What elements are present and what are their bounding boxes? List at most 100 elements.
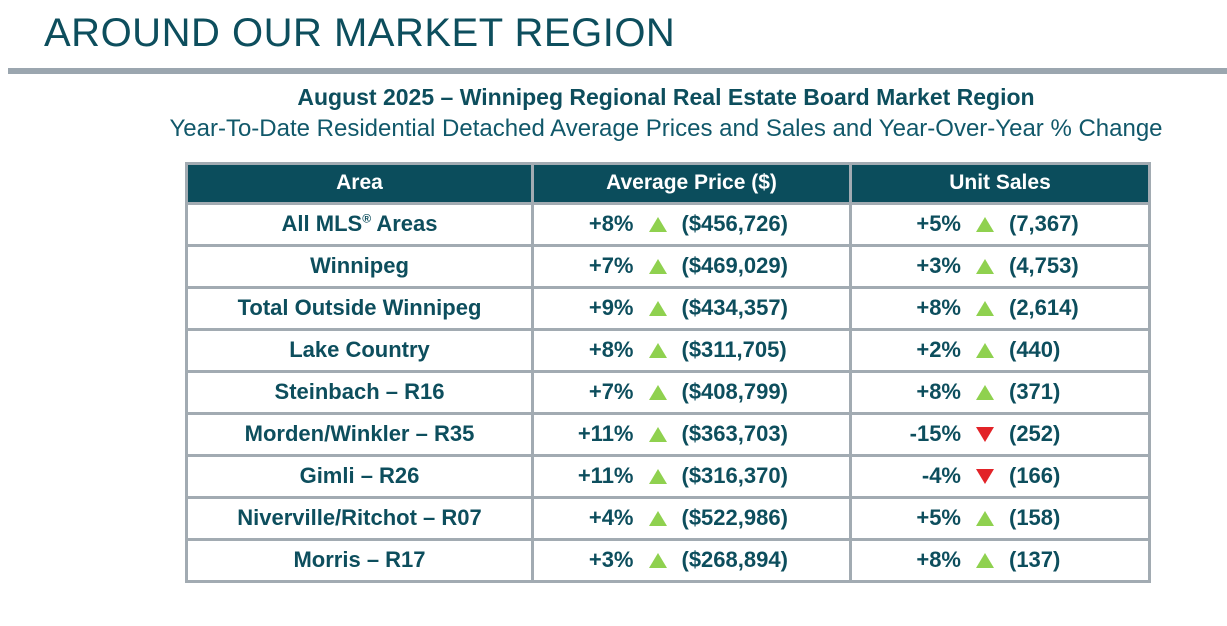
price-value: ($311,705) [681,337,787,363]
up-triangle-icon [976,216,994,232]
up-triangle-icon [648,552,667,568]
price-value: ($408,799) [681,379,788,405]
price-cell: +9% ($434,357) [531,285,852,331]
table-row: Morris – R17 +3% ($268,894) +8% (137) [185,537,1151,583]
col-header-unit-sales: Unit Sales [849,161,1151,205]
table-row: All MLS® Areas +8% ($456,726) +5% (7,367) [185,201,1151,247]
sales-change-pct: -15% [909,421,961,447]
price-metric: +3% ($268,894) [534,547,849,573]
sales-value: (7,367) [1009,211,1079,237]
sales-value: (158) [1009,505,1061,531]
price-metric: +11% ($316,370) [534,463,849,489]
up-triangle-icon [648,300,667,316]
price-metric: +11% ($363,703) [534,421,849,447]
sales-change-pct: +3% [916,253,961,279]
sales-cell: +5% (158) [849,495,1151,541]
sales-metric: +8% (137) [852,547,1148,573]
area-cell: Lake Country [185,327,534,373]
up-triangle-icon [976,258,994,274]
title-divider [8,68,1227,74]
price-metric: +9% ($434,357) [534,295,849,321]
sales-cell: +8% (137) [849,537,1151,583]
up-triangle-icon [976,510,994,526]
price-metric: +7% ($469,029) [534,253,849,279]
price-change-pct: +8% [588,211,634,237]
area-cell: All MLS® Areas [185,201,534,247]
area-cell: Winnipeg [185,243,534,289]
down-triangle-icon [976,468,994,484]
table-row: Total Outside Winnipeg +9% ($434,357) +8% (2… [185,285,1151,331]
sales-metric: +8% (371) [852,379,1148,405]
table-title: August 2025 – Winnipeg Regional Real Est… [297,84,1035,110]
up-triangle-icon [648,468,667,484]
price-cell: +7% ($469,029) [531,243,852,289]
up-triangle-icon [648,510,667,526]
price-change-pct: +3% [588,547,634,573]
sales-change-pct: +2% [916,337,961,363]
price-change-pct: +7% [588,379,634,405]
sales-change-pct: -4% [921,463,961,489]
price-metric: +8% ($456,726) [534,211,849,237]
area-cell: Gimli – R26 [185,453,534,499]
price-metric: +8% ($311,705) [534,337,849,363]
price-change-pct: +4% [588,505,634,531]
price-cell: +4% ($522,986) [531,495,852,541]
sales-change-pct: +8% [916,295,961,321]
price-cell: +8% ($456,726) [531,201,852,247]
sales-value: (166) [1009,463,1061,489]
sales-metric: +5% (7,367) [852,211,1148,237]
price-value: ($522,986) [681,505,788,531]
sales-change-pct: +5% [916,211,961,237]
area-cell: Niverville/Ritchot – R07 [185,495,534,541]
table-row: Niverville/Ritchot – R07 +4% ($522,986) +5%… [185,495,1151,541]
sales-value: (2,614) [1009,295,1079,321]
table-row: Steinbach – R16 +7% ($408,799) +8% (371) [185,369,1151,415]
price-cell: +7% ($408,799) [531,369,852,415]
sales-value: (440) [1009,337,1061,363]
sales-metric: +2% (440) [852,337,1148,363]
up-triangle-icon [648,258,667,274]
price-change-pct: +11% [577,421,634,447]
up-triangle-icon [648,426,667,442]
up-triangle-icon [648,342,667,358]
page-title: AROUND OUR MARKET REGION [44,11,676,55]
price-value: ($268,894) [681,547,788,573]
price-cell: +11% ($316,370) [531,453,852,499]
up-triangle-icon [976,384,994,400]
price-change-pct: +11% [577,463,634,489]
table-subtitle: Year-To-Date Residential Detached Averag… [169,114,1163,142]
market-region-table: Area Average Price ($) Unit Sales All ML… [185,161,1151,583]
table-row: Winnipeg +7% ($469,029) +3% (4,753) [185,243,1151,289]
table-body: All MLS® Areas +8% ($456,726) +5% (7,367) Win… [185,201,1151,583]
sales-cell: -15% (252) [849,411,1151,457]
sales-change-pct: +8% [916,379,961,405]
sales-change-pct: +5% [916,505,961,531]
sales-cell: -4% (166) [849,453,1151,499]
sales-metric: +5% (158) [852,505,1148,531]
sales-metric: -4% (166) [852,463,1148,489]
sales-value: (137) [1009,547,1061,573]
up-triangle-icon [976,342,994,358]
price-change-pct: +9% [588,295,634,321]
registered-trademark-symbol: ® [362,211,372,226]
price-value: ($363,703) [681,421,788,447]
sales-cell: +2% (440) [849,327,1151,373]
price-change-pct: +7% [588,253,634,279]
area-cell: Steinbach – R16 [185,369,534,415]
price-value: ($469,029) [681,253,788,279]
down-triangle-icon [976,426,994,442]
sales-metric: -15% (252) [852,421,1148,447]
price-value: ($434,357) [681,295,788,321]
table-row: Gimli – R26 +11% ($316,370) -4% (166) [185,453,1151,499]
table-row: Lake Country +8% ($311,705) +2% (440) [185,327,1151,373]
sales-metric: +3% (4,753) [852,253,1148,279]
price-metric: +7% ($408,799) [534,379,849,405]
up-triangle-icon [648,216,667,232]
up-triangle-icon [648,384,667,400]
price-cell: +11% ($363,703) [531,411,852,457]
sales-value: (371) [1009,379,1061,405]
sales-cell: +8% (2,614) [849,285,1151,331]
sales-change-pct: +8% [916,547,961,573]
area-cell: Morris – R17 [185,537,534,583]
price-cell: +3% ($268,894) [531,537,852,583]
